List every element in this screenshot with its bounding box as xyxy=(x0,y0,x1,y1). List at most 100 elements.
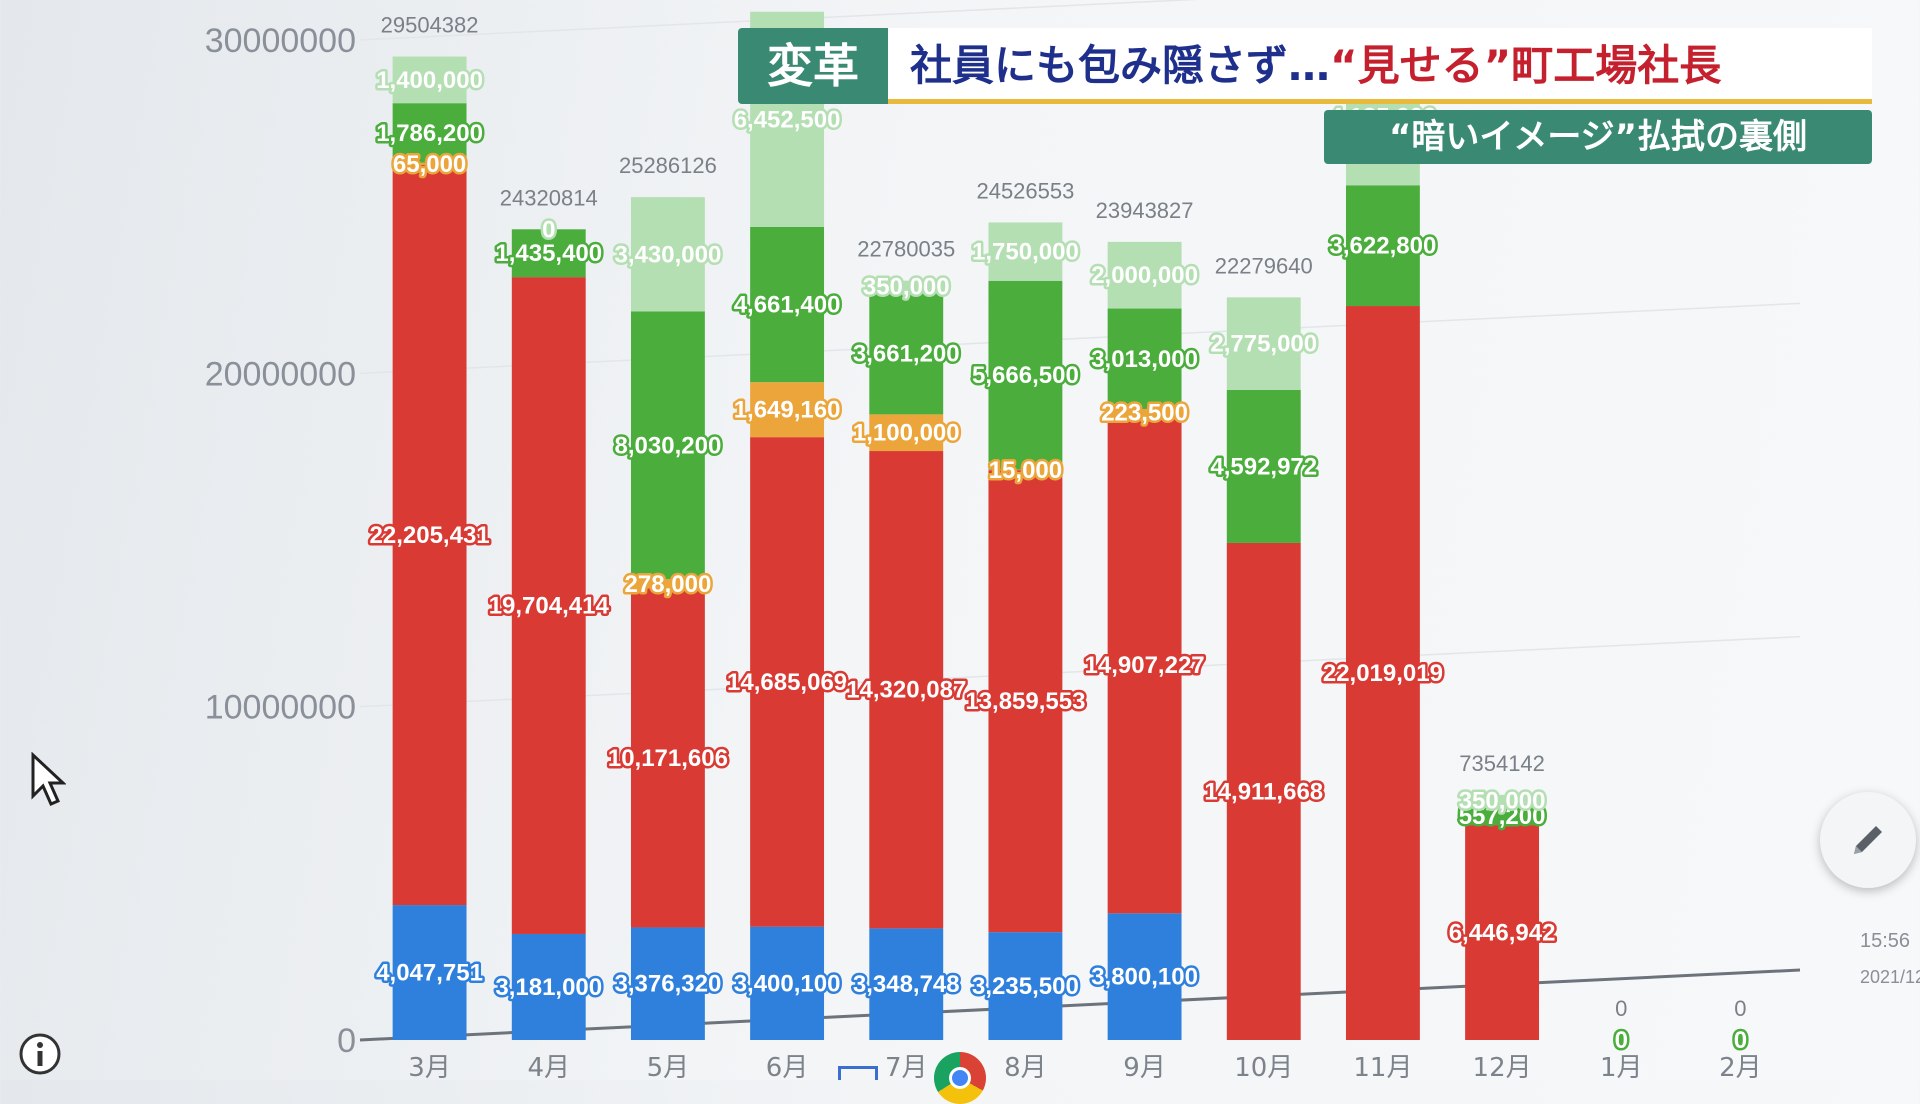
x-tick-label: 4月 xyxy=(527,1053,570,1080)
bar-segment xyxy=(392,905,467,1040)
telop-tag: 変革 xyxy=(738,28,888,104)
bar-total-label: 0 xyxy=(1734,996,1746,1021)
bar-data-label: 8,030,200 xyxy=(615,432,722,459)
y-tick-label: 30000000 xyxy=(205,22,356,60)
bar-segment xyxy=(1107,913,1182,1040)
bar-data-label: 0 xyxy=(1734,1027,1747,1054)
bar-data-label: 3,622,800 xyxy=(1330,233,1437,260)
bar-data-label: 350,000 xyxy=(1459,788,1546,815)
bar-total-label: 0 xyxy=(1615,996,1627,1021)
bar-data-label: 22,205,431 xyxy=(370,522,490,549)
bar-data-label: 65,000 xyxy=(393,151,466,178)
edit-button[interactable] xyxy=(1820,792,1916,888)
bar-segment xyxy=(988,470,1063,933)
taskbar-clock[interactable]: 15:56 2021/12/1 xyxy=(1860,930,1920,988)
monitor-screen: 0 10000000 20000000 30000000 4,047,751 22,205… xyxy=(18,0,1920,1104)
x-tick-label: 9月 xyxy=(1123,1053,1166,1080)
bar-segment xyxy=(392,164,467,906)
bar-segment xyxy=(392,162,467,165)
bar-data-label: 4,661,400 xyxy=(734,291,841,318)
chrome-icon[interactable] xyxy=(934,1052,986,1104)
window-icon[interactable] xyxy=(838,1066,878,1080)
bar-segment xyxy=(511,277,586,934)
bar-data-label: 3,181,000 xyxy=(495,974,602,1001)
bar-total-label: 24320814 xyxy=(500,185,598,210)
bar-total-label: 25286126 xyxy=(619,153,717,178)
headline-part1: 社員にも包み隠さず… xyxy=(910,41,1331,90)
telop-subheadline: “暗いイメージ”払拭の裏側 xyxy=(1324,110,1872,164)
bar-segment xyxy=(1107,241,1182,309)
bar-data-label: 19,704,414 xyxy=(489,593,610,620)
bar-segment xyxy=(988,469,1063,471)
y-gridline xyxy=(359,0,1199,41)
bar-data-label: 278,000 xyxy=(625,571,712,598)
bar-segment xyxy=(1345,306,1420,1040)
x-axis-baseline xyxy=(359,968,1801,1042)
bar-segment xyxy=(869,928,944,1040)
bar-data-label: 6,452,500 xyxy=(734,106,841,133)
bar-data-label: 557,200 xyxy=(1459,803,1546,830)
pencil-icon xyxy=(1854,826,1882,854)
bar-data-label: 350,000 xyxy=(863,273,950,300)
bar-segment xyxy=(1107,416,1182,914)
clock-time: 15:56 xyxy=(1860,930,1911,952)
bar-segment xyxy=(750,382,825,438)
bar-data-label: 10,171,606 xyxy=(608,745,728,772)
x-tick-label: 7月 xyxy=(885,1053,928,1080)
bar-data-label: 3,430,000 xyxy=(615,241,722,268)
bar-segment xyxy=(1226,297,1301,390)
bar-total-label: 23943827 xyxy=(1096,198,1194,223)
bar-data-label: 1,100,000 xyxy=(853,420,960,447)
bar-data-label: 4,592,972 xyxy=(1210,453,1317,480)
bar-data-label: 14,911,668 xyxy=(1204,778,1323,805)
bar-data-label: 2,000,000 xyxy=(1091,262,1198,289)
bar-segment xyxy=(750,226,825,383)
cursor-icon xyxy=(30,751,67,812)
bar-segment xyxy=(988,222,1063,281)
telop-headline: 社員にも包み隠さず…“見せる”町工場社長 xyxy=(888,28,1872,104)
bar-data-label: 22,019,019 xyxy=(1323,660,1443,687)
y-gridline xyxy=(359,635,1801,708)
x-tick-label: 12月 xyxy=(1473,1053,1532,1080)
y-gridline xyxy=(359,302,1801,375)
bar-data-label: 4,047,751 xyxy=(376,960,483,987)
bar-data-label: 0 xyxy=(542,216,555,243)
bar-data-label: 15,000 xyxy=(989,457,1062,484)
bar-data-label: 3,235,500 xyxy=(972,973,1079,1000)
bar-segment xyxy=(511,933,586,1040)
bar-data-label: 3,800,100 xyxy=(1091,964,1198,991)
bar-segment xyxy=(511,229,586,278)
bar-data-label: 1,750,000 xyxy=(972,239,1079,266)
bar-segment xyxy=(630,197,705,312)
bar-data-label: 14,907,227 xyxy=(1085,652,1205,679)
x-tick-label: 11月 xyxy=(1353,1053,1412,1080)
bar-segment xyxy=(988,280,1063,470)
bar-data-label: 1,649,160 xyxy=(734,397,841,424)
bar-data-label: 1,400,000 xyxy=(376,67,483,94)
bar-data-label: 3,013,000 xyxy=(1091,346,1198,373)
y-tick-label: 0 xyxy=(337,1022,356,1060)
y-tick-label: 10000000 xyxy=(205,689,356,727)
bar-data-label: 3,661,200 xyxy=(853,340,960,367)
bar-data-label: 2,775,000 xyxy=(1210,331,1317,358)
bar-segment xyxy=(988,932,1063,1040)
bar-data-label: 14,320,087 xyxy=(846,677,966,704)
bar-segment xyxy=(869,280,944,293)
bar-data-label: 6,446,942 xyxy=(1449,920,1556,947)
x-tick-label: 6月 xyxy=(766,1053,809,1080)
bar-data-label: 3,348,748 xyxy=(853,971,960,998)
bar-segment xyxy=(392,103,467,163)
bar-data-label: 5,666,500 xyxy=(972,362,1079,389)
bar-total-label: 24526553 xyxy=(976,178,1074,203)
bar-data-label: 14,685,069 xyxy=(727,669,847,696)
info-icon[interactable] xyxy=(18,1032,62,1076)
bar-segment xyxy=(1465,806,1540,826)
bar-total-label: 22279640 xyxy=(1215,253,1313,278)
stacked-bar-chart: 0 10000000 20000000 30000000 4,047,751 22,205… xyxy=(205,0,1801,1080)
x-tick-label: 8月 xyxy=(1004,1053,1047,1080)
bar-segment xyxy=(869,451,944,929)
bar-total-label: 22780035 xyxy=(857,237,955,262)
bar-segment xyxy=(630,927,705,1040)
bar-total-label: 29504382 xyxy=(381,13,479,38)
bar-segment xyxy=(1107,308,1182,409)
